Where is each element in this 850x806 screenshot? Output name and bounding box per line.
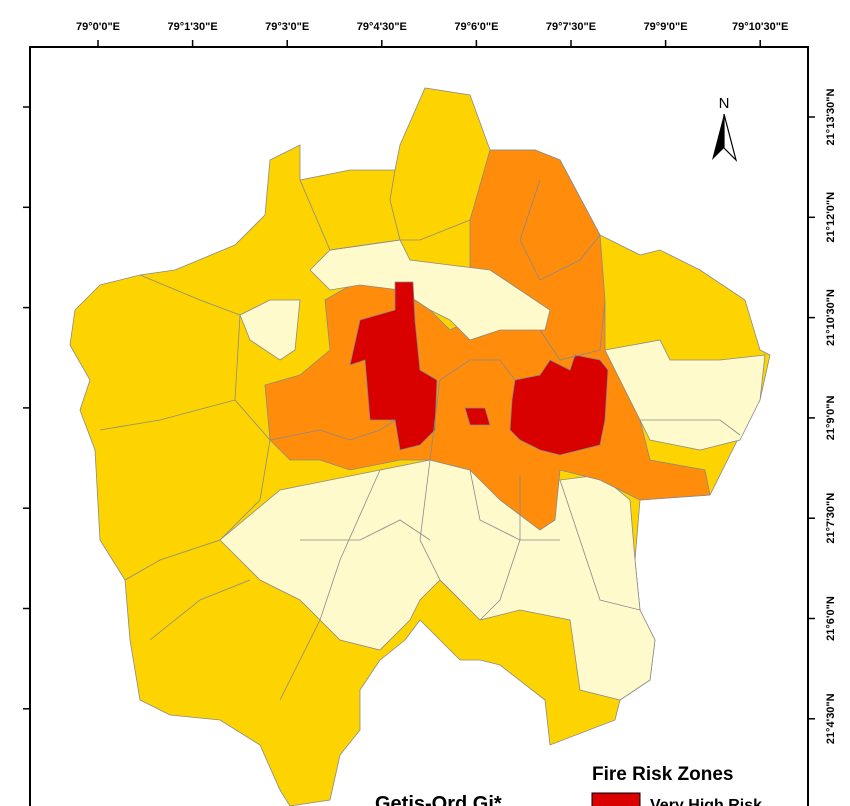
longitude-label: 79°0'0"E xyxy=(76,21,120,33)
longitude-label: 79°1'30"E xyxy=(168,21,218,33)
latitude-label: 21°12'0"N xyxy=(825,192,837,243)
low-risk-zone xyxy=(604,339,766,451)
latitude-label: 21°13'30"N xyxy=(825,89,837,146)
longitude-label: 79°4'30"E xyxy=(357,21,407,33)
longitude-label: 79°9'0"E xyxy=(644,21,688,33)
longitude-label: 79°3'0"E xyxy=(265,21,309,33)
latitude-label: 21°7'30"N xyxy=(825,493,837,544)
map-title: Getis-Ord Gi* xyxy=(375,793,502,806)
latitude-label: 21°6'0"N xyxy=(825,596,837,641)
latitude-label: 21°10'30"N xyxy=(825,289,837,346)
very-high-risk-zone xyxy=(464,407,491,426)
legend-swatch xyxy=(591,792,641,806)
north-arrow xyxy=(712,114,724,160)
legend-item: Very High Risk xyxy=(650,797,762,806)
legend-title: Fire Risk Zones xyxy=(592,764,734,785)
longitude-label: 79°7'30"E xyxy=(546,21,596,33)
very-high-risk-zone xyxy=(349,281,438,451)
ward-boundaries xyxy=(99,169,741,701)
latitude-label: 21°9'0"N xyxy=(825,396,837,441)
longitude-label: 79°10'30"E xyxy=(732,21,788,33)
very-high-risk-zone xyxy=(509,354,609,456)
latitude-label: 21°4'30"N xyxy=(825,693,837,744)
low-risk-zone xyxy=(239,299,301,361)
map-frame xyxy=(29,46,809,806)
longitude-label: 79°6'0"E xyxy=(454,21,498,33)
tick-marks xyxy=(23,40,815,720)
low-risk-zone xyxy=(309,239,551,341)
north-arrow xyxy=(723,113,738,162)
north-label: N xyxy=(719,95,730,112)
